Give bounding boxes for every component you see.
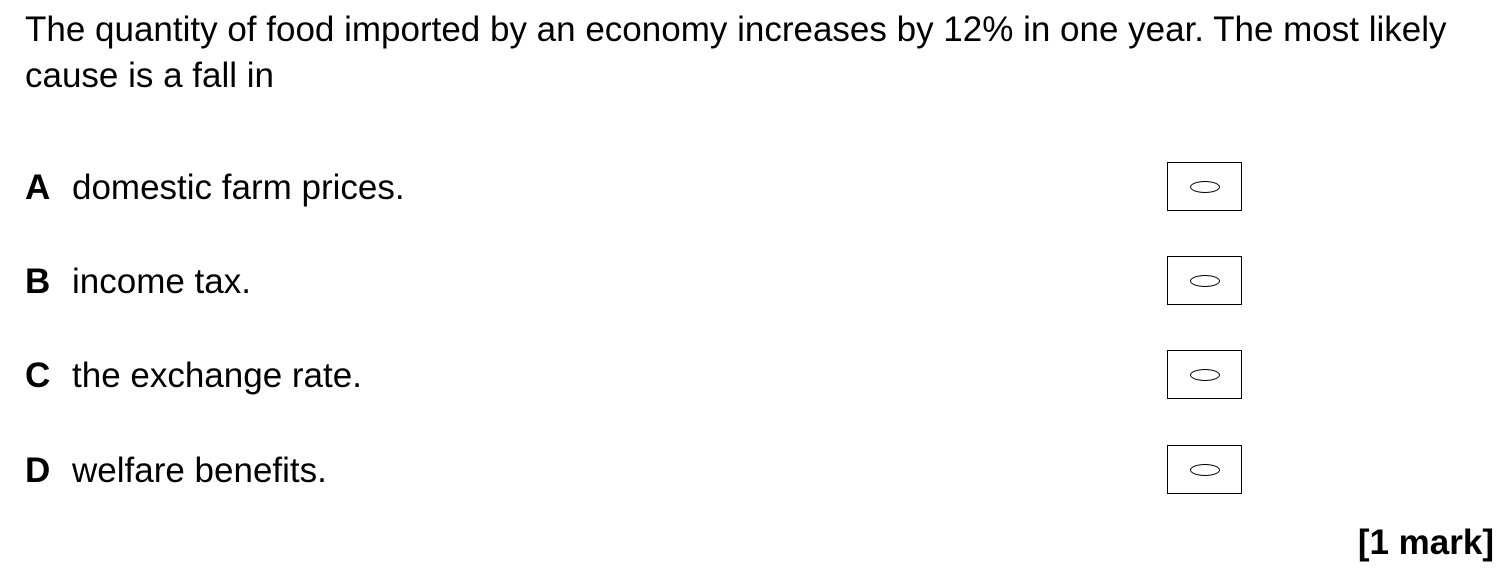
option-text: income tax. (72, 262, 251, 301)
option-text: welfare benefits. (72, 451, 327, 490)
answer-box-d[interactable] (1167, 445, 1242, 494)
mark-allocation: [1 mark] (1357, 523, 1494, 562)
oval-icon (1189, 274, 1220, 287)
option-letter: B (25, 262, 51, 301)
option-d: D welfare benefits. (25, 445, 1255, 497)
oval-icon (1189, 368, 1220, 381)
option-letter: A (25, 168, 51, 207)
question-stem: The quantity of food imported by an econ… (25, 10, 1447, 95)
option-a: A domestic farm prices. (25, 162, 1255, 214)
option-b: B income tax. (25, 256, 1255, 308)
option-text: the exchange rate. (72, 356, 362, 395)
option-letter: D (25, 451, 51, 490)
answer-box-a[interactable] (1167, 162, 1242, 211)
option-c: C the exchange rate. (25, 350, 1255, 402)
oval-icon (1189, 180, 1220, 193)
option-text: domestic farm prices. (72, 168, 405, 207)
option-letter: C (25, 356, 51, 395)
answer-box-b[interactable] (1167, 256, 1242, 305)
oval-icon (1189, 463, 1220, 476)
answer-box-c[interactable] (1167, 350, 1242, 399)
